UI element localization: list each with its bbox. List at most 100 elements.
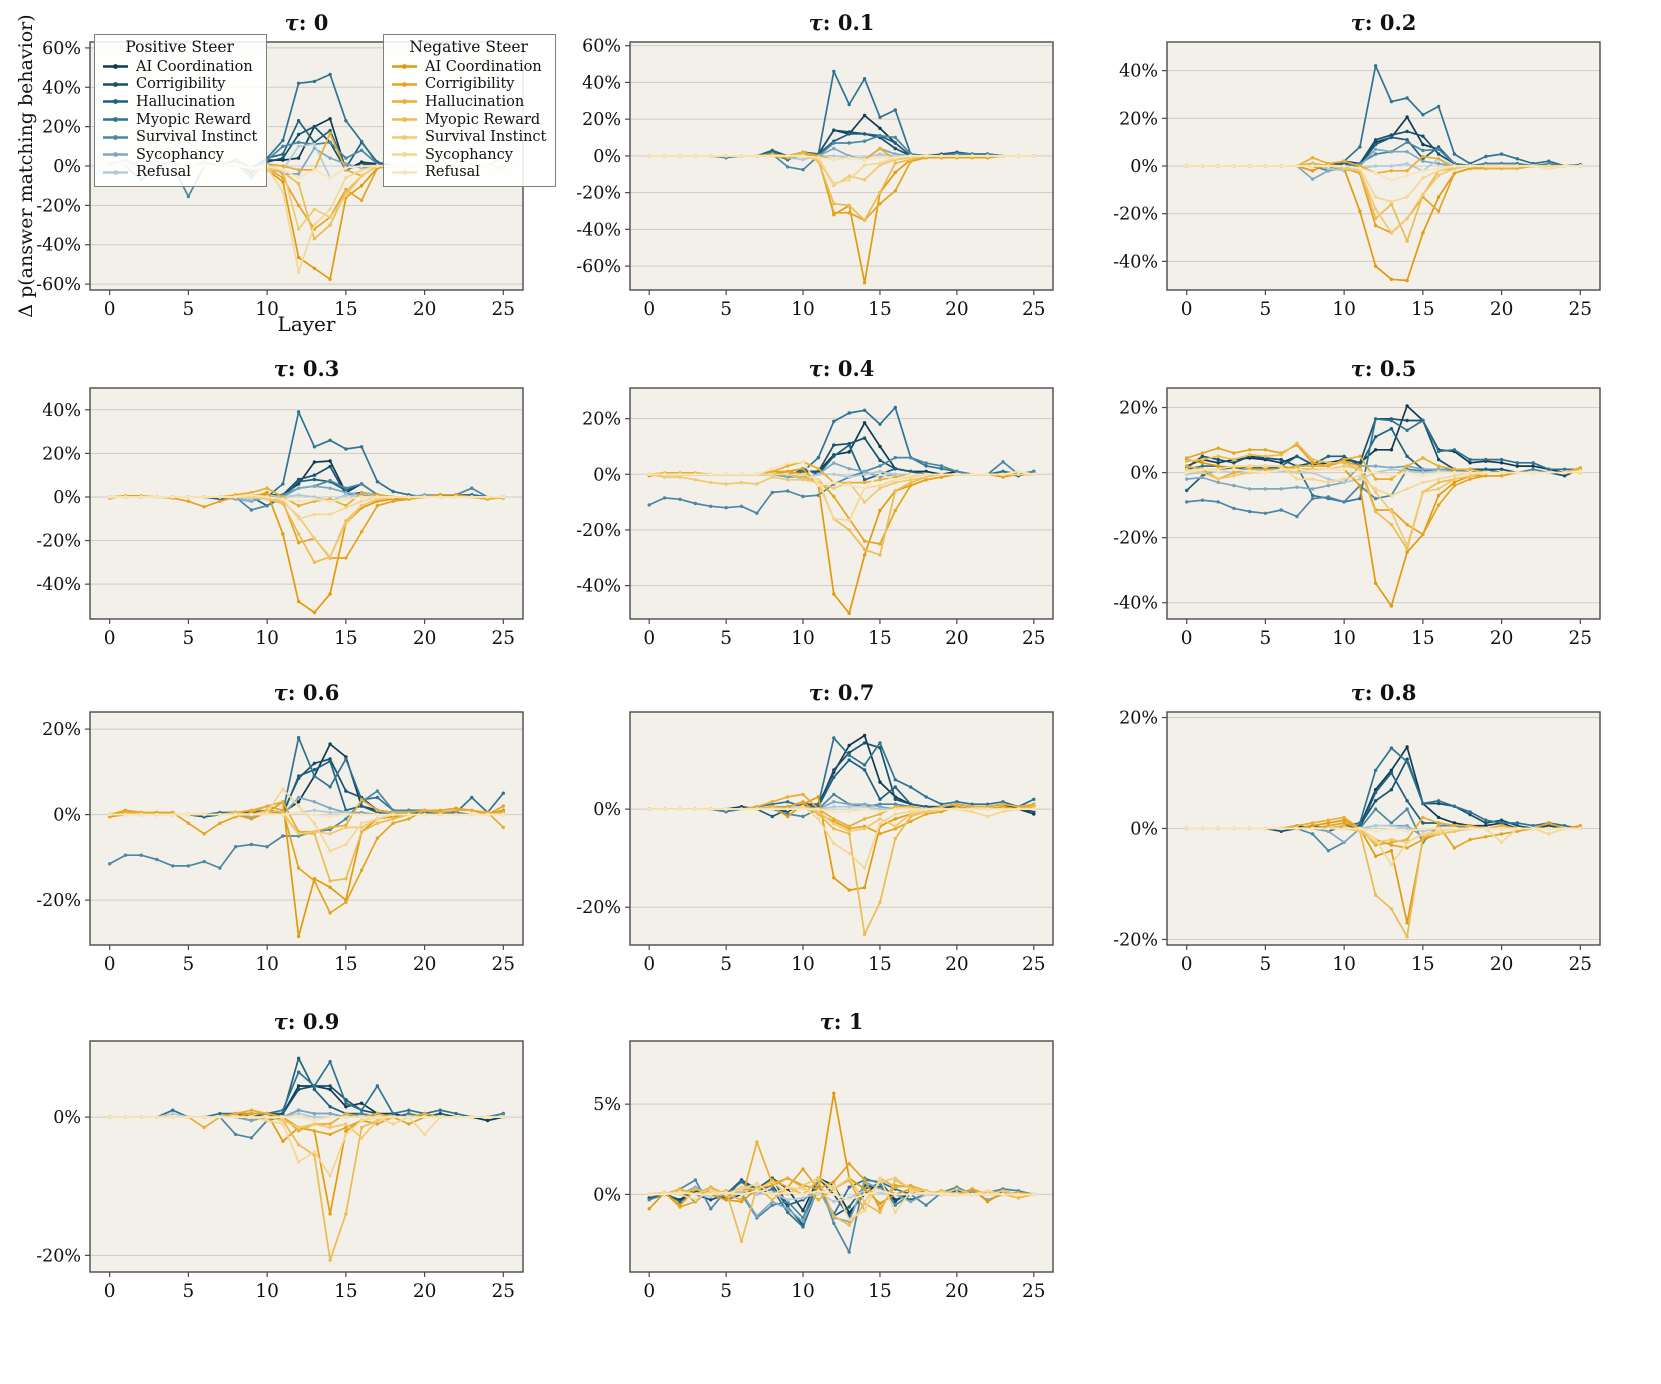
x-tick-label: 25 [492,299,516,320]
x-tick-label: 5 [1260,954,1272,975]
x-tick-label: 10 [791,954,815,975]
plot-border [629,1040,1054,1273]
x-tick-label: 15 [868,954,892,975]
y-tick-label: 20% [42,118,81,138]
subplot-canvas-9: 0% -20% 0 5 10 15 20 25 [36,1040,524,1302]
y-tick-label: 0% [593,800,621,820]
y-tick-label: 20% [582,110,621,130]
subplot-title-10: τ: 1 [819,1009,864,1034]
line-marker-icon [103,169,128,175]
x-tick-label: 5 [183,628,195,649]
legend-label: Survival Instinct [425,129,547,146]
subplot-title-5: τ: 0.5 [1350,356,1417,381]
x-tick-label: 25 [1022,1281,1046,1302]
x-axis: 0 5 10 15 20 25 [643,1272,1046,1302]
legend-item-corrigibility: Corrigibility [391,76,546,94]
y-tick-label: -60% [36,275,81,295]
legend-label: AI Coordination [136,58,253,75]
series-negative-refusal [108,1115,505,1123]
subplot-canvas-2: 40% 20% 0% -20% -40% 0 5 10 15 20 25 [1113,41,1601,320]
y-tick-label: 40% [1119,62,1158,82]
x-tick-label: 25 [1022,299,1046,320]
x-tick-label: 0 [643,628,655,649]
x-tick-label: 5 [183,299,195,320]
subplot-title-1: τ: 0.1 [808,10,875,35]
x-tick-label: 25 [1569,628,1593,649]
x-tick-label: 20 [945,954,969,975]
x-tick-label: 5 [183,954,195,975]
x-tick-label: 25 [1022,628,1046,649]
x-tick-label: 5 [720,1281,732,1302]
x-tick-label: 15 [1411,628,1435,649]
legend-label: Corrigibility [136,76,226,93]
legend-item-refusal: Refusal [391,164,546,182]
x-tick-label: 15 [1411,299,1435,320]
x-tick-label: 10 [791,299,815,320]
y-tick-label: -40% [1113,594,1158,614]
x-axis: 0 5 10 15 20 25 [1181,290,1592,320]
y-tick-label: 40% [42,401,81,421]
x-axis: 0 5 10 15 20 25 [104,290,515,320]
y-tick-label: 20% [42,444,81,464]
x-tick-label: 10 [255,1281,279,1302]
y-tick-label: 60% [582,37,621,57]
x-tick-label: 15 [334,954,358,975]
line-marker-icon [392,99,417,105]
y-tick-label: 0% [53,157,81,177]
legend-item-sycophancy: Sycophancy [391,146,546,164]
subplot-title-4: τ: 0.4 [808,356,875,381]
y-tick-label: -20% [36,891,81,911]
y-tick-label: -20% [36,532,81,552]
legend-item-survival-instinct: Survival Instinct [102,128,257,146]
x-tick-label: 0 [104,954,116,975]
subplot-title-3: τ: 0.3 [273,356,340,381]
legend-positive-title: Positive Steer [125,38,235,56]
x-tick-label: 25 [1569,954,1593,975]
legend-item-survival-instinct: Survival Instinct [391,128,546,146]
legend-item-sycophancy: Sycophancy [102,146,257,164]
legend-item-ai-coordination: AI Coordination [391,58,546,76]
x-tick-label: 10 [791,1281,815,1302]
plot-border [1166,41,1601,291]
y-tick-label: 0% [53,806,81,826]
subplot-canvas-7: 0% -20% 0 5 10 15 20 25 [576,711,1054,975]
plot-area [630,42,1053,290]
x-axis: 0 5 10 15 20 25 [1181,619,1592,649]
subplot-title-7: τ: 0.7 [808,680,875,705]
series-negative-refusal [1185,164,1582,182]
legend-label: Sycophancy [425,146,513,163]
y-tick-label: -20% [1113,529,1158,549]
subplot-title-2: τ: 0.2 [1350,10,1417,35]
x-tick-label: 20 [413,299,437,320]
plot-area [1167,388,1600,619]
x-tick-label: 15 [868,628,892,649]
plot-border [629,387,1054,620]
x-tick-label: 25 [492,1281,516,1302]
y-tick-label: 20% [1119,399,1158,419]
y-tick-label: -40% [576,577,621,597]
x-tick-label: 20 [1490,954,1514,975]
y-tick-label: 0% [1130,464,1158,484]
x-axis-label: Layer [277,312,336,336]
y-tick-label: -20% [1113,930,1158,950]
y-tick-label: 5% [593,1095,621,1115]
line-marker-icon [103,117,128,122]
plot-area [630,712,1053,945]
x-tick-label: 25 [492,628,516,649]
x-tick-label: 20 [945,299,969,320]
y-tick-label: 40% [42,78,81,98]
x-tick-label: 20 [413,954,437,975]
x-tick-label: 10 [255,954,279,975]
line-marker-icon [103,64,128,70]
y-tick-label: -20% [36,1246,81,1266]
legend-item-ai-coordination: AI Coordination [102,58,257,76]
subplot-canvas-10: 5% 0% 0 5 10 15 20 25 [593,1040,1054,1302]
y-tick-label: -40% [36,236,81,256]
y-tick-label: 20% [1119,709,1158,729]
x-axis: 0 5 10 15 20 25 [643,945,1046,975]
legend-label: Survival Instinct [136,129,258,146]
line-marker-icon [392,134,417,140]
y-tick-label: 0% [1130,157,1158,177]
line-marker-icon [392,81,417,87]
